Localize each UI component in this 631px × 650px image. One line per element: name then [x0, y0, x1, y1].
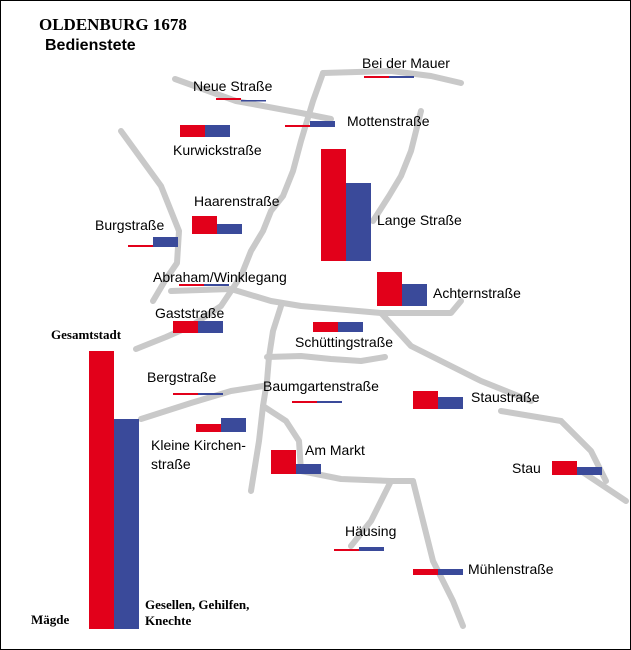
- bar-maegde-bergstraße: [173, 393, 198, 395]
- street-label-gaststrasse: Gaststraße: [155, 305, 225, 321]
- legend-total-label: Gesamtstadt: [51, 327, 122, 342]
- street-line: [264, 353, 388, 364]
- street-line: [168, 286, 464, 316]
- street-line: [370, 108, 424, 224]
- bar-maegde-lange-straße: [321, 149, 346, 261]
- bar-gesellen-stau: [577, 467, 602, 475]
- street-label-kleine-kirchenstrasse-line2: straße: [151, 456, 191, 472]
- bar-gesellen-mottenstraße: [310, 121, 335, 127]
- bar-maegde-burgstraße: [128, 245, 153, 247]
- street-label-staustrasse: Staustraße: [471, 389, 540, 405]
- bar-maegde-am-markt: [271, 450, 296, 474]
- bar-layer: [89, 76, 602, 629]
- map-title: OLDENBURG 1678: [39, 15, 187, 34]
- bar-maegde-staustraße: [413, 391, 438, 409]
- bar-gesellen-bei-der-mauer: [389, 76, 414, 78]
- bar-gesellen-achternstraße: [402, 284, 427, 306]
- legend-gesellen-label-line1: Gesellen, Gehilfen,: [145, 597, 250, 612]
- bar-maegde-neue-straße: [216, 98, 241, 100]
- bar-gesellen-staustraße: [438, 397, 463, 409]
- street-label-schuettingstrasse: Schüttingstraße: [295, 334, 394, 350]
- street-label-baumgartenstrasse: Baumgartenstraße: [263, 378, 379, 394]
- bar-maegde-kurwickstraße: [180, 125, 205, 137]
- bar-gesellen-gaststraße: [198, 321, 223, 333]
- bar-maegde-mühlenstraße: [413, 569, 438, 575]
- street-line: [498, 408, 564, 424]
- map-subtitle: Bedienstete: [45, 37, 136, 54]
- street-label-achternstrasse: Achternstraße: [433, 285, 521, 301]
- street-label-muehlenstrasse: Mühlenstraße: [468, 561, 554, 577]
- bar-maegde-mottenstraße: [285, 125, 310, 127]
- bar-maegde-gaststraße: [173, 321, 198, 333]
- street-label-stau: Stau: [512, 460, 541, 476]
- bar-gesellen-neue-straße: [241, 100, 266, 102]
- bar-gesellen-häusing: [359, 547, 384, 551]
- bar-gesellen-haarenstraße: [217, 224, 242, 234]
- street-label-am-markt: Am Markt: [305, 442, 365, 458]
- street-line: [410, 478, 466, 629]
- legend-gesellen-label-line2: Knechte: [145, 613, 192, 628]
- street-line: [248, 303, 284, 494]
- street-line: [298, 468, 416, 484]
- street-label-mottenstrasse: Mottenstraße: [347, 113, 430, 129]
- bar-maegde-baumgartenstraße: [292, 401, 317, 403]
- bar-maegde-kleine-kirchenstraße: [196, 424, 221, 432]
- bar-gesellen-bergstraße: [198, 393, 223, 395]
- street-label-bergstrasse: Bergstraße: [147, 369, 217, 385]
- street-label-neue-strasse: Neue Straße: [193, 78, 273, 94]
- street-line: [320, 68, 464, 86]
- street-label-kurwickstrasse: Kurwickstraße: [173, 142, 262, 158]
- bar-maegde-stau: [552, 461, 577, 475]
- street-label-bei-der-mauer: Bei der Mauer: [362, 55, 450, 71]
- street-label-haeusing: Häusing: [345, 523, 397, 539]
- bar-maegde-häusing: [334, 549, 359, 551]
- street-line: [378, 310, 534, 404]
- legend-maegde-label: Mägde: [31, 612, 70, 627]
- bar-maegde-haarenstraße: [192, 216, 217, 234]
- street-line: [138, 383, 266, 422]
- street-label-abraham-winklegang: Abraham/Winklegang: [153, 269, 287, 285]
- bar-gesellen-mühlenstraße: [438, 569, 463, 575]
- street-network: [118, 68, 629, 629]
- street-label-burgstrasse: Burgstraße: [95, 217, 165, 233]
- bar-gesellen-am-markt: [296, 464, 321, 474]
- bar-gesellen-gesamtstadt: [114, 419, 139, 629]
- bar-maegde-schüttingstraße: [313, 322, 338, 332]
- bar-maegde-abraham-winklegang: [179, 284, 204, 286]
- bar-maegde-bei-der-mauer: [364, 76, 389, 78]
- bar-gesellen-schüttingstraße: [338, 322, 363, 332]
- bar-gesellen-lange-straße: [346, 183, 371, 261]
- bar-maegde-achternstraße: [377, 272, 402, 306]
- street-label-kleine-kirchenstrasse-line1: Kleine Kirchen-: [151, 437, 246, 453]
- street-line: [172, 76, 334, 122]
- street-line: [260, 403, 304, 474]
- bar-gesellen-kleine-kirchenstraße: [221, 418, 246, 432]
- street-line: [578, 468, 629, 504]
- bar-gesellen-kurwickstraße: [205, 125, 230, 137]
- bar-gesellen-abraham-winklegang: [204, 284, 229, 286]
- bar-maegde-gesamtstadt: [89, 351, 114, 629]
- street-line: [348, 478, 394, 549]
- street-label-haarenstrasse: Haarenstraße: [194, 193, 280, 209]
- bar-gesellen-burgstraße: [153, 237, 178, 247]
- street-label-lange-strasse: Lange Straße: [377, 212, 462, 228]
- bar-gesellen-baumgartenstraße: [317, 401, 342, 403]
